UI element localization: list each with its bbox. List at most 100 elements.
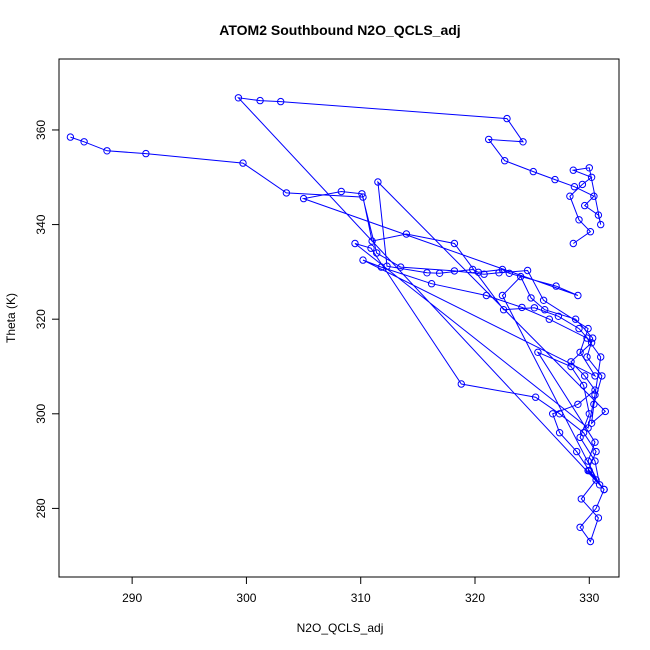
data-point — [595, 481, 604, 489]
data-point — [427, 280, 436, 288]
data-point — [583, 334, 591, 342]
data-point — [552, 282, 560, 290]
data-point — [601, 407, 609, 416]
data-point — [579, 429, 588, 437]
data-point — [591, 386, 599, 394]
data-point — [587, 339, 596, 347]
data-point — [480, 270, 488, 278]
series-layer — [66, 94, 609, 546]
data-point — [337, 187, 345, 196]
data-point — [359, 256, 367, 264]
data-point — [592, 476, 600, 484]
data-point — [495, 269, 503, 277]
data-point — [576, 348, 584, 356]
data-point — [359, 193, 367, 201]
data-point — [594, 211, 603, 219]
x-tick-label: 290 — [122, 591, 142, 605]
data-point — [234, 94, 243, 102]
data-point — [586, 228, 595, 236]
data-point — [103, 147, 111, 155]
data-point — [142, 149, 150, 158]
data-point — [555, 410, 564, 418]
x-tick-label: 330 — [579, 591, 599, 605]
data-point — [367, 244, 375, 252]
data-point — [505, 269, 513, 277]
data-point — [589, 334, 597, 342]
data-point — [569, 239, 577, 248]
x-tick-label: 320 — [465, 591, 485, 605]
series-line — [70, 97, 607, 543]
data-point — [590, 192, 598, 200]
data-point — [277, 97, 285, 106]
x-tick-label: 310 — [351, 591, 371, 605]
data-point — [299, 194, 308, 203]
data-point — [569, 166, 577, 174]
data-point — [587, 173, 596, 182]
data-point — [597, 353, 605, 361]
data-point — [239, 159, 247, 167]
data-point — [567, 358, 575, 366]
data-point — [575, 324, 583, 333]
data-point — [529, 167, 537, 176]
data-point — [358, 190, 366, 198]
data-point — [574, 291, 582, 300]
y-axis: 280 300 320 340 360 — [34, 120, 60, 518]
data-point — [373, 249, 381, 257]
data-point — [377, 263, 385, 271]
data-point — [534, 348, 542, 356]
data-point — [590, 400, 598, 408]
data-point — [351, 239, 359, 248]
data-point — [584, 466, 592, 475]
y-tick-label: 340 — [34, 214, 48, 234]
data-point — [485, 135, 493, 144]
data-point — [570, 183, 579, 191]
data-point — [600, 485, 608, 494]
data-point — [573, 447, 581, 456]
data-point — [587, 419, 596, 427]
data-point — [575, 216, 583, 224]
y-tick-label: 280 — [34, 498, 48, 518]
data-point — [566, 192, 574, 200]
data-point — [539, 296, 548, 304]
data-point — [527, 294, 535, 302]
data-point — [450, 267, 459, 275]
data-point — [402, 230, 411, 238]
data-point — [374, 178, 382, 186]
data-point — [80, 138, 88, 146]
x-axis: 290 300 310 320 330 — [122, 576, 600, 605]
data-point — [469, 265, 477, 274]
data-point — [584, 324, 592, 333]
data-point — [503, 114, 511, 123]
data-point — [579, 381, 588, 390]
data-point — [499, 306, 508, 314]
data-point — [591, 372, 599, 380]
data-point — [435, 269, 444, 277]
data-point — [501, 157, 509, 165]
data-point — [584, 457, 592, 465]
data-point — [591, 391, 599, 399]
data-point — [256, 96, 264, 105]
data-point — [581, 201, 589, 210]
data-point — [576, 523, 584, 531]
data-point — [585, 410, 593, 418]
data-point — [517, 272, 525, 281]
data-point — [541, 306, 549, 314]
chart-title: ATOM2 Southbound N2O_QCLS_adj — [219, 22, 460, 38]
data-point — [584, 424, 592, 432]
data-point — [523, 266, 532, 275]
data-point — [383, 262, 391, 270]
data-point — [450, 239, 459, 248]
data-point — [576, 433, 584, 442]
data-point — [586, 537, 595, 546]
data-point — [66, 133, 75, 141]
data-point — [531, 393, 540, 401]
data-point — [567, 362, 575, 371]
data-point — [591, 457, 599, 465]
data-point — [592, 447, 600, 456]
data-point — [594, 514, 603, 522]
data-point — [597, 220, 605, 229]
data-point — [545, 315, 553, 323]
data-point — [423, 269, 431, 277]
data-point — [571, 315, 580, 323]
y-tick-label: 320 — [34, 309, 48, 329]
